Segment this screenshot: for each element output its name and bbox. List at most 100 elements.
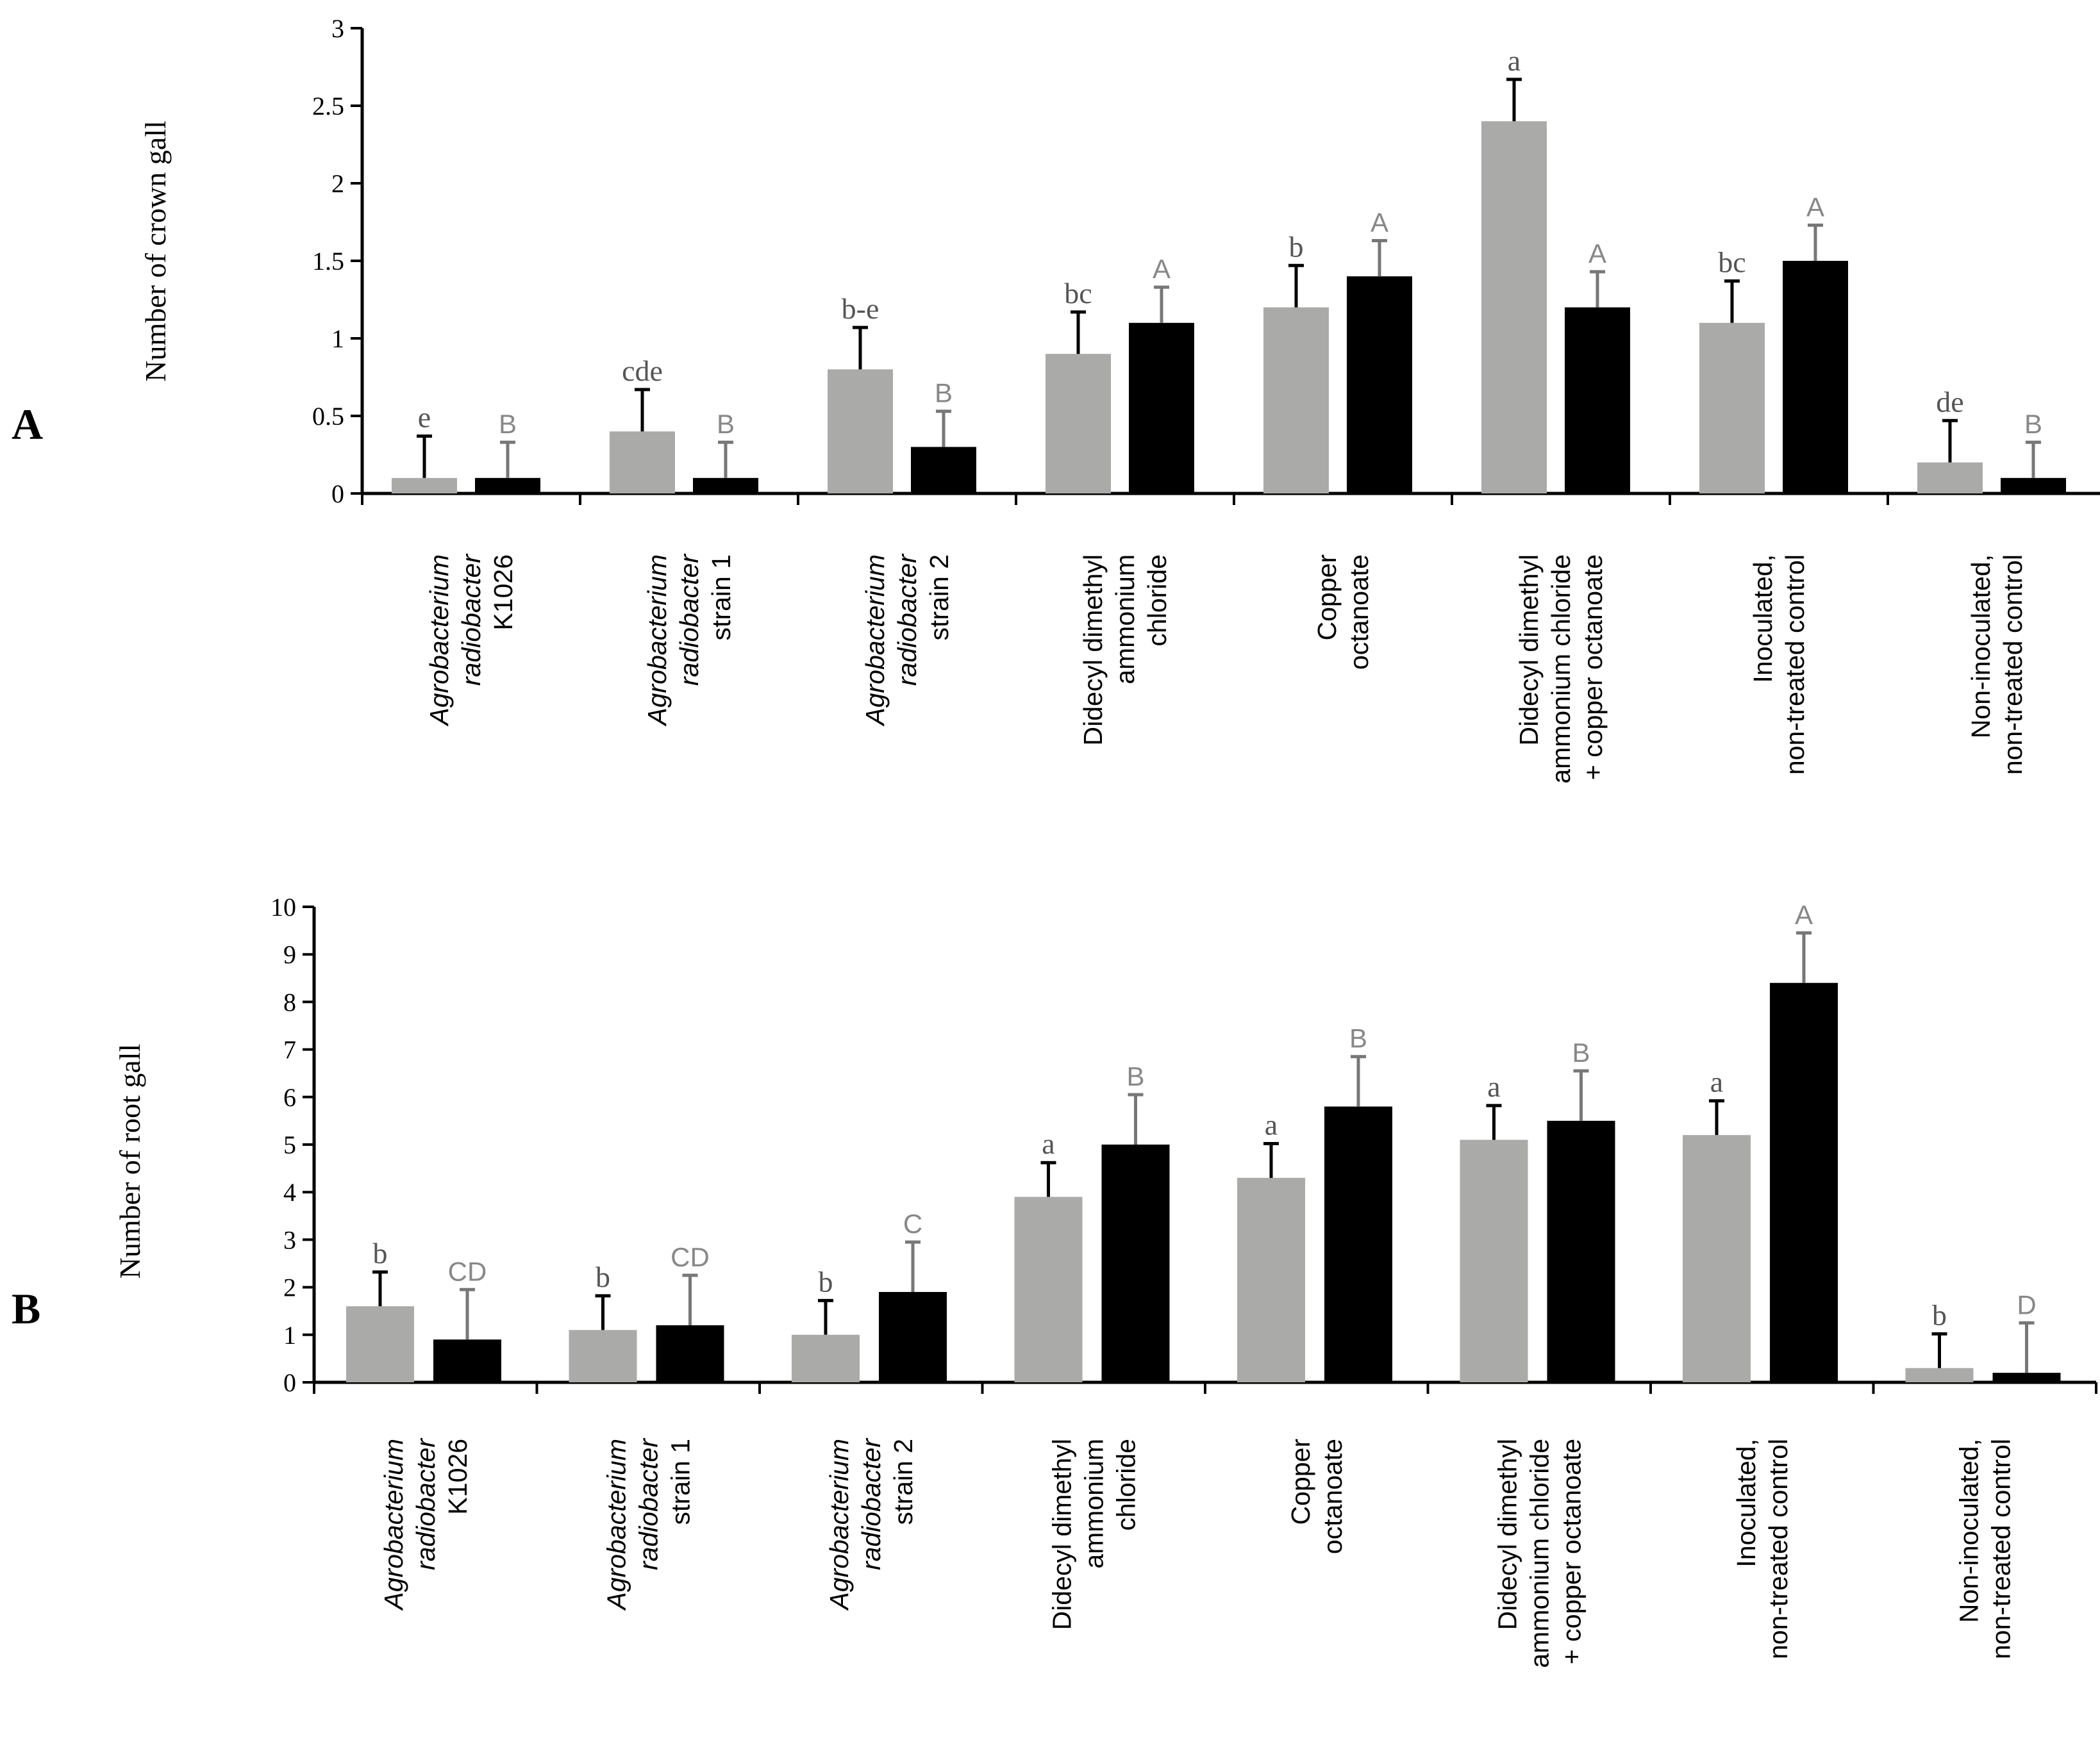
category-label: K1026 xyxy=(488,554,518,631)
significance-label: e xyxy=(418,401,431,433)
significance-label: B xyxy=(499,409,517,439)
bar xyxy=(1263,307,1329,493)
significance-label: B xyxy=(2024,409,2042,439)
category-label: non-treated control xyxy=(1986,1439,2015,1659)
category-label: Copper xyxy=(1312,554,1342,640)
category-label: Inoculated, xyxy=(1748,554,1778,683)
category-label: chloride xyxy=(1111,1439,1140,1531)
category-label: Agrobacterium xyxy=(824,1439,854,1612)
y-tick-label: 10 xyxy=(271,893,296,922)
y-tick-label: 2.5 xyxy=(312,92,344,120)
category-label: Non-inoculated, xyxy=(1966,554,1996,738)
significance-label: C xyxy=(903,1209,922,1239)
category-label: radiobacter xyxy=(411,1437,440,1570)
category-label: non-treated control xyxy=(1763,1439,1793,1659)
category-label: radiobacter xyxy=(456,553,486,686)
bar xyxy=(433,1339,501,1382)
bar xyxy=(392,477,457,493)
bar xyxy=(569,1330,637,1382)
category-label: radiobacter xyxy=(856,1437,886,1570)
category-label: Didecyl dimethyl xyxy=(1492,1439,1522,1630)
y-tick-label: 4 xyxy=(283,1178,296,1207)
category-label: Agrobacterium xyxy=(379,1439,408,1612)
significance-label: de xyxy=(1936,385,1963,418)
bar xyxy=(1905,1368,1974,1382)
category-label: strain 2 xyxy=(888,1439,918,1525)
category-label: + copper octanoate xyxy=(1556,1439,1586,1664)
category-label: chloride xyxy=(1142,554,1172,647)
y-tick-label: 2 xyxy=(283,1273,296,1302)
bar xyxy=(1992,1373,2061,1382)
category-label: Didecyl dimethyl xyxy=(1047,1439,1076,1630)
y-tick-label: 0 xyxy=(331,479,344,508)
category-label: + copper octanoate xyxy=(1578,554,1608,780)
bar xyxy=(911,447,976,493)
panel-a-chart: A Number of crown gall 0 0.5 1 1.5 2 2.5 3 e cde b-… xyxy=(12,14,2100,784)
significance-label: A xyxy=(1588,238,1606,269)
bar xyxy=(1237,1177,1305,1382)
bar xyxy=(1565,307,1630,493)
category-label: non-treated control xyxy=(1780,554,1810,775)
significance-label: a xyxy=(1508,44,1521,77)
bar xyxy=(1046,354,1111,493)
y-tick-label: 1.5 xyxy=(312,247,344,276)
significance-label: A xyxy=(1371,208,1388,238)
y-axis-title: Number of root gall xyxy=(113,1044,146,1279)
significance-label: B xyxy=(717,409,735,439)
significance-label: bc xyxy=(1064,277,1092,310)
y-tick-label: 1 xyxy=(283,1321,296,1350)
category-label: Copper xyxy=(1286,1439,1315,1525)
significance-label: A xyxy=(1795,900,1813,930)
bar xyxy=(1547,1120,1615,1382)
significance-label: bc xyxy=(1718,245,1746,278)
significance-label: B xyxy=(1349,1023,1367,1054)
bar xyxy=(2001,477,2066,493)
category-label: non-treated control xyxy=(1998,554,2028,775)
category-label: octanoate xyxy=(1318,1439,1347,1554)
significance-label: b xyxy=(1932,1298,1947,1331)
y-tick-label: 6 xyxy=(283,1083,296,1112)
bar xyxy=(475,477,540,493)
bar xyxy=(1699,322,1765,493)
y-tick-label: 3 xyxy=(331,14,344,43)
significance-label: B xyxy=(935,378,953,408)
y-tick-label: 7 xyxy=(283,1036,296,1064)
category-label: Agrobacterium xyxy=(642,554,672,727)
significance-label: B xyxy=(1572,1038,1590,1068)
bar xyxy=(828,369,893,493)
significance-label: CD xyxy=(671,1242,710,1272)
significance-label: A xyxy=(1806,192,1824,222)
panel-label: A xyxy=(12,400,43,449)
bar xyxy=(1481,121,1547,493)
y-tick-label: 2 xyxy=(331,169,344,198)
bar xyxy=(1347,276,1412,493)
category-label: strain 1 xyxy=(665,1439,695,1525)
significance-label: a xyxy=(1710,1066,1723,1098)
category-label: ammonium xyxy=(1110,554,1140,684)
category-label: Agrobacterium xyxy=(424,554,454,727)
significance-label: D xyxy=(2017,1289,2036,1320)
bar xyxy=(1129,322,1194,493)
bar xyxy=(1014,1196,1083,1382)
significance-label: a xyxy=(1042,1127,1054,1160)
significance-label: b xyxy=(1289,230,1304,263)
significance-label: b xyxy=(373,1237,388,1270)
category-label: radiobacter xyxy=(633,1437,663,1570)
bar xyxy=(610,431,675,493)
y-tick-label: 8 xyxy=(283,988,296,1016)
significance-label: B xyxy=(1126,1061,1144,1091)
panel-b-chart: B Number of root gall 0 1 2 3 4 5 6 7 8 9 10 b b b a a a a b… xyxy=(12,893,2097,1668)
significance-label: a xyxy=(1265,1109,1278,1141)
significance-label: a xyxy=(1487,1070,1500,1103)
category-label: ammonium xyxy=(1079,1439,1108,1569)
bar xyxy=(1917,462,1983,493)
bar xyxy=(656,1325,724,1382)
bar xyxy=(346,1306,414,1382)
bar xyxy=(1324,1106,1392,1382)
category-label: radiobacter xyxy=(674,553,704,686)
significance-label: A xyxy=(1153,254,1171,284)
bar xyxy=(1770,982,1838,1382)
significance-label: b xyxy=(819,1265,833,1298)
y-axis-title: Number of crown gall xyxy=(139,120,172,382)
bar xyxy=(792,1334,860,1382)
